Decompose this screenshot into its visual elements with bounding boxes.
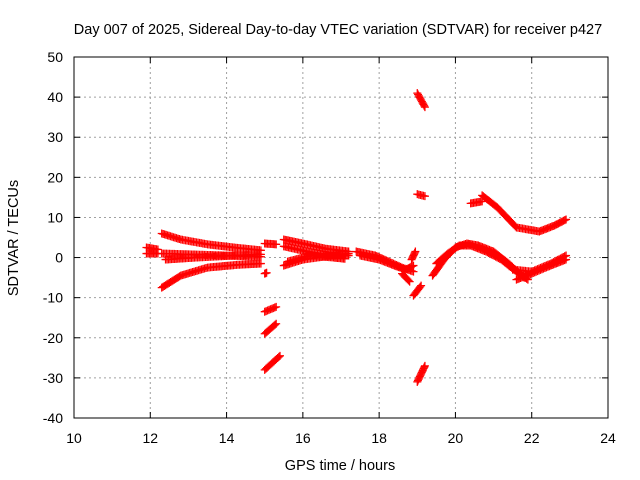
grid <box>74 57 608 418</box>
data-point-marker <box>275 351 284 360</box>
data-point-marker <box>417 281 426 290</box>
chart-title: Day 007 of 2025, Sidereal Day-to-day VTE… <box>74 22 602 38</box>
plot-frame <box>73 56 609 419</box>
data-point-marker <box>274 352 283 361</box>
data-point-marker <box>262 268 271 277</box>
data-track <box>407 247 420 264</box>
data-point-marker <box>272 240 281 249</box>
x-axis-label: GPS time / hours <box>285 458 395 474</box>
data-point-marker <box>420 101 429 110</box>
data-track <box>260 302 281 316</box>
data-point-marker <box>562 255 571 264</box>
data-point-marker <box>416 282 425 291</box>
x-tick-label: 12 <box>142 430 158 446</box>
data-track <box>413 89 429 112</box>
y-tick-label: -10 <box>43 290 63 306</box>
data-point-marker <box>420 361 429 370</box>
data-track <box>157 229 265 255</box>
y-axis-label: SDTVAR / TECUs <box>6 180 22 296</box>
data-track <box>260 268 271 278</box>
data-point-marker <box>420 103 429 112</box>
data-point-marker <box>272 302 281 311</box>
data-point-marker <box>405 277 414 286</box>
data-track <box>356 251 418 274</box>
y-tick-label: -30 <box>43 370 63 386</box>
x-tick-label: 16 <box>295 430 311 446</box>
data-point-marker <box>409 261 418 270</box>
data-marks <box>142 89 571 386</box>
data-track <box>283 251 349 266</box>
y-tick-label: 30 <box>47 129 63 145</box>
data-point-marker <box>256 259 265 268</box>
data-track <box>409 281 426 300</box>
axis-ticks: 10 12 14 16 18 20 22 24 -40 -30 -20 -10 0 10 20 30 40 50 <box>43 49 616 446</box>
data-track <box>398 269 414 286</box>
x-tick-label: 22 <box>524 430 540 446</box>
data-point-marker <box>340 254 349 263</box>
data-point-marker <box>271 320 280 329</box>
y-tick-label: 40 <box>47 89 63 105</box>
data-track <box>413 361 429 386</box>
data-track <box>512 255 571 284</box>
data-track <box>466 197 487 208</box>
data-track <box>478 191 571 236</box>
data-track <box>260 239 281 249</box>
data-point-marker <box>272 319 281 328</box>
x-tick-label: 18 <box>371 430 387 446</box>
data-track <box>161 250 265 264</box>
data-point-marker <box>562 215 571 224</box>
data-track <box>260 351 284 374</box>
data-point-marker <box>256 250 265 259</box>
x-tick-label: 24 <box>600 430 616 446</box>
y-tick-label: -20 <box>43 330 63 346</box>
data-point-marker <box>404 276 413 285</box>
y-tick-label: -40 <box>43 410 63 426</box>
y-tick-label: 20 <box>47 169 63 185</box>
data-point-marker <box>344 249 353 258</box>
y-tick-label: 0 <box>55 250 63 266</box>
data-track <box>260 319 281 338</box>
data-track <box>157 259 265 292</box>
y-tick-label: 50 <box>47 49 63 65</box>
data-point-marker <box>411 247 420 256</box>
data-track <box>413 190 429 201</box>
x-tick-label: 20 <box>448 430 464 446</box>
data-point-marker <box>420 192 429 201</box>
y-tick-label: 10 <box>47 209 63 225</box>
data-point-marker <box>408 262 417 271</box>
x-tick-label: 10 <box>66 430 82 446</box>
x-tick-label: 14 <box>219 430 235 446</box>
data-point-marker <box>560 216 569 225</box>
